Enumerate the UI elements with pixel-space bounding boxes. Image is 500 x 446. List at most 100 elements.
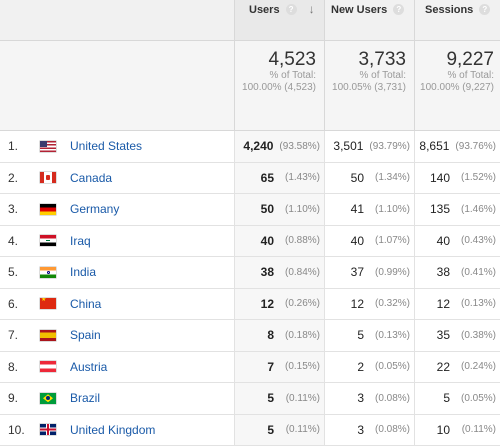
table-row-10: 10. United Kingdom 5 (0.11%) 3 (0.08%) 1… <box>0 414 500 446</box>
users-percent: (1.43%) <box>284 172 320 184</box>
new-users-cell: 12 (0.32%) <box>324 288 414 319</box>
sessions-percent: (0.11%) <box>461 424 496 436</box>
country-link[interactable]: United Kingdom <box>70 422 156 437</box>
new-users-percent: (0.05%) <box>374 361 410 373</box>
row-index: 7. <box>8 328 19 343</box>
dimension-cell: 3. Germany <box>0 194 234 225</box>
new-users-cell: 37 (0.99%) <box>324 257 414 288</box>
sessions-value: 10 <box>436 422 450 437</box>
users-percent: (0.15%) <box>284 361 320 373</box>
table-row-7: 7. Spain 8 (0.18%) 5 (0.13%) 35 (0.38%) <box>0 320 500 352</box>
new-users-percent: (1.10%) <box>374 203 410 215</box>
new-users-cell: 3 (0.08%) <box>324 414 414 445</box>
table-row-8: 8. Austria 7 (0.15%) 2 (0.05%) 22 (0.24%… <box>0 351 500 383</box>
users-percent: (1.10%) <box>284 203 320 215</box>
users-percent: (0.26%) <box>284 298 320 310</box>
new-users-percent: (0.99%) <box>374 266 410 278</box>
country-link[interactable]: Germany <box>70 202 120 217</box>
users-cell: 5 (0.11%) <box>234 414 324 445</box>
country-link[interactable]: Iraq <box>70 233 91 248</box>
users-value: 50 <box>260 202 274 217</box>
totals-new-users-percent: 100.05% (3,731) <box>332 82 406 93</box>
dimension-cell: 8. Austria <box>0 352 234 383</box>
flag-in-icon <box>40 266 56 278</box>
flag-ca-icon <box>40 172 56 184</box>
table-row-2: 2. Canada 65 (1.43%) 50 (1.34%) 140 (1.5… <box>0 162 500 194</box>
country-link[interactable]: Austria <box>70 359 108 374</box>
header-sessions[interactable]: Sessions ? <box>414 0 500 40</box>
new-users-value: 3,501 <box>333 139 364 154</box>
country-link[interactable]: Brazil <box>70 391 101 406</box>
users-value: 38 <box>260 265 274 280</box>
new-users-percent: (0.13%) <box>374 329 410 341</box>
totals-new-users-caption: % of Total: <box>359 70 406 81</box>
country-link[interactable]: Spain <box>70 328 101 343</box>
new-users-cell: 50 (1.34%) <box>324 162 414 193</box>
new-users-cell: 5 (0.13%) <box>324 320 414 351</box>
flag-gb-icon <box>40 424 56 436</box>
help-icon[interactable]: ? <box>285 4 297 15</box>
new-users-value: 12 <box>350 296 364 311</box>
table-row-6: 6. China 12 (0.26%) 12 (0.32%) 12 (0.13%… <box>0 288 500 320</box>
users-cell: 5 (0.11%) <box>234 383 324 414</box>
totals-new-users: 3,733 % of Total: 100.05% (3,731) <box>324 41 414 130</box>
new-users-value: 3 <box>357 391 364 406</box>
new-users-percent: (1.34%) <box>374 172 410 184</box>
totals-dimension-cell <box>0 41 234 130</box>
new-users-value: 2 <box>357 359 364 374</box>
header-users[interactable]: Users ? ↓ <box>234 0 324 40</box>
flag-de-icon <box>40 203 56 215</box>
totals-sessions-caption: % of Total: <box>447 70 494 81</box>
users-cell: 65 (1.43%) <box>234 162 324 193</box>
row-index: 1. <box>8 139 19 154</box>
users-cell: 4,240 (93.58%) <box>234 131 324 162</box>
users-percent: (0.18%) <box>284 329 320 341</box>
header-sessions-label[interactable]: Sessions <box>425 4 474 16</box>
users-value: 7 <box>267 359 274 374</box>
sessions-cell: 8,651 (93.76%) <box>414 131 500 162</box>
sort-descending-icon[interactable]: ↓ <box>308 2 315 16</box>
users-percent: (0.88%) <box>284 235 320 247</box>
new-users-value: 40 <box>350 233 364 248</box>
header-users-label[interactable]: Users <box>249 4 280 16</box>
new-users-percent: (0.32%) <box>374 298 410 310</box>
totals-sessions-value: 9,227 <box>446 49 494 70</box>
header-new-users[interactable]: New Users ? <box>324 0 414 40</box>
sessions-value: 40 <box>436 233 450 248</box>
dimension-cell: 1. United States <box>0 131 234 162</box>
sessions-cell: 5 (0.05%) <box>414 383 500 414</box>
sessions-value: 8,651 <box>419 139 450 154</box>
users-cell: 8 (0.18%) <box>234 320 324 351</box>
sessions-cell: 35 (0.38%) <box>414 320 500 351</box>
sessions-percent: (0.05%) <box>460 392 496 404</box>
table-row-9: 9. Brazil 5 (0.11%) 3 (0.08%) 5 (0.05%) <box>0 383 500 415</box>
dimension-cell: 5. India <box>0 257 234 288</box>
country-link[interactable]: China <box>70 296 102 311</box>
new-users-value: 37 <box>350 265 364 280</box>
country-link[interactable]: India <box>70 265 97 280</box>
sessions-cell: 135 (1.46%) <box>414 194 500 225</box>
help-icon[interactable]: ? <box>479 4 491 15</box>
sessions-cell: 40 (0.43%) <box>414 225 500 256</box>
flag-at-icon <box>40 361 56 373</box>
sessions-percent: (0.41%) <box>460 266 496 278</box>
users-percent: (0.11%) <box>285 392 320 404</box>
country-link[interactable]: Canada <box>70 170 113 185</box>
table-row-1: 1. United States 4,240 (93.58%) 3,501 (9… <box>0 131 500 163</box>
users-cell: 50 (1.10%) <box>234 194 324 225</box>
totals-users-caption: % of Total: <box>269 70 316 81</box>
new-users-cell: 3,501 (93.79%) <box>324 131 414 162</box>
row-index: 9. <box>8 391 19 406</box>
users-value: 40 <box>260 233 274 248</box>
help-icon[interactable]: ? <box>393 4 405 15</box>
users-value: 4,240 <box>243 139 274 154</box>
users-cell: 7 (0.15%) <box>234 351 324 382</box>
header-new-users-label[interactable]: New Users <box>331 4 388 16</box>
sessions-value: 35 <box>436 328 450 343</box>
totals-new-users-value: 3,733 <box>358 49 406 70</box>
table-row-5: 5. India 38 (0.84%) 37 (0.99%) 38 (0.41%… <box>0 257 500 289</box>
row-index: 6. <box>8 296 19 311</box>
country-link[interactable]: United States <box>70 139 143 154</box>
sessions-value: 5 <box>443 391 450 406</box>
